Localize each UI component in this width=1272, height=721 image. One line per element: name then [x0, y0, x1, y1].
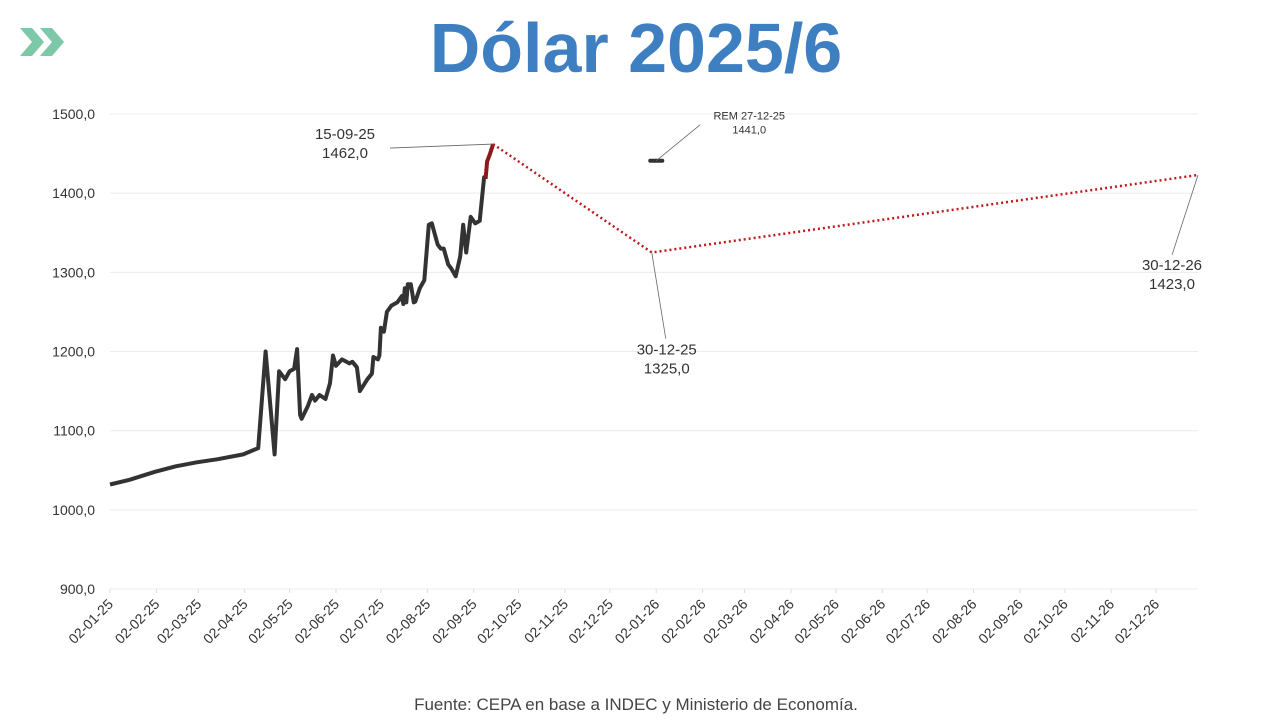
x-tick-label: 02-02-26 [658, 596, 709, 647]
y-tick-label: 900,0 [60, 581, 95, 597]
x-tick-label: 02-03-25 [153, 596, 204, 647]
y-tick-label: 1000,0 [52, 502, 95, 518]
x-tick-label: 02-04-26 [746, 596, 797, 647]
y-tick-label: 1100,0 [53, 423, 95, 439]
leader-line [1171, 174, 1199, 256]
logo [20, 28, 64, 56]
x-tick-label: 02-12-25 [565, 596, 616, 647]
x-tick-label: 02-10-25 [474, 596, 525, 647]
chart-title: Dólar 2025/6 [430, 9, 842, 87]
x-tick-label: 02-09-26 [975, 596, 1026, 647]
series-line [492, 143, 1199, 254]
series-line [109, 175, 488, 487]
leader-line [651, 252, 667, 339]
x-tick-label: 02-01-26 [611, 596, 662, 647]
x-tick-label: 02-11-26 [1067, 596, 1117, 646]
y-tick-label: 1500,0 [52, 106, 95, 122]
leader-line [656, 124, 701, 162]
y-tick-label: 1300,0 [52, 264, 95, 280]
x-tick-label: 02-03-26 [700, 596, 751, 647]
x-tick-label: 02-09-25 [429, 596, 480, 647]
y-tick-label: 1200,0 [52, 344, 95, 360]
rem-name: REM [713, 111, 737, 123]
x-tick-label: 02-05-25 [245, 596, 296, 647]
x-tick-label: 02-08-26 [929, 596, 980, 647]
rem-date: 27-12-25 [741, 111, 785, 123]
point-date-label: 30-12-25 [637, 342, 697, 359]
x-tick-label: 02-02-25 [112, 596, 163, 647]
x-tick-label: 02-08-25 [382, 596, 433, 647]
x-tick-label: 02-11-25 [521, 596, 571, 646]
x-tick-label: 02-10-26 [1020, 596, 1071, 647]
y-tick-label: 1400,0 [52, 185, 95, 201]
x-tick-label: 02-12-26 [1111, 596, 1162, 647]
x-tick-label: 02-04-25 [200, 596, 251, 647]
x-tick-label: 02-07-26 [882, 596, 933, 647]
point-date-label: 30-12-26 [1142, 257, 1202, 274]
x-tick-label: 02-05-26 [791, 596, 842, 647]
x-tick-label: 02-07-25 [336, 596, 387, 647]
rem-value-label: 1441,0 [732, 125, 766, 137]
rem-label: REM 27-12-25 [713, 111, 785, 123]
x-tick-label: 02-06-25 [291, 596, 342, 647]
point-value-label: 1325,0 [644, 361, 690, 378]
point-value-label: 1462,0 [322, 145, 368, 162]
point-date-label: 15-09-25 [315, 126, 375, 143]
point-value-label: 1423,0 [1149, 276, 1195, 293]
source-note: Fuente: CEPA en base a INDEC y Ministeri… [414, 695, 858, 714]
series-line [483, 143, 496, 180]
x-tick-label: 02-01-25 [65, 596, 116, 647]
x-tick-label: 02-06-26 [837, 596, 888, 647]
leader-line [389, 143, 494, 149]
